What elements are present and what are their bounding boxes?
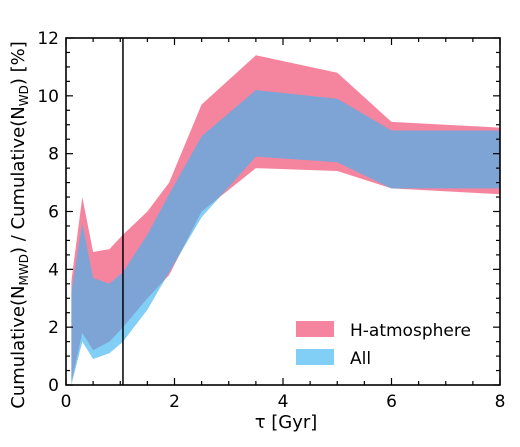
y-tick-label: 12	[37, 29, 59, 49]
x-tick-label: 6	[386, 392, 397, 412]
bands	[71, 55, 501, 385]
y-tick-label: 8	[48, 145, 59, 165]
y-tick-label: 10	[37, 87, 59, 107]
legend: H-atmosphere All	[296, 321, 471, 369]
y-tick-label: 2	[48, 318, 59, 338]
axis-ticks: 0 2 4 6 8 0 2 4 6 8 10 12	[37, 29, 505, 412]
y-tick-label: 0	[48, 376, 59, 396]
y-axis-label: Cumulative(NMWD) / Cumulative(NWD) [%]	[8, 41, 31, 408]
x-tick-label: 2	[169, 392, 180, 412]
band-all	[71, 90, 501, 385]
x-tick-label: 8	[495, 392, 506, 412]
legend-swatch-h-atmosphere	[296, 321, 334, 337]
legend-label-h-atmosphere: H-atmosphere	[350, 321, 471, 341]
legend-label-all: All	[350, 349, 371, 369]
y-tick-label: 6	[48, 203, 59, 223]
x-tick-label: 0	[61, 392, 72, 412]
x-axis-label: τ [Gyr]	[255, 412, 318, 433]
legend-swatch-all	[296, 349, 334, 365]
y-tick-label: 4	[48, 260, 59, 280]
x-tick-label: 4	[278, 392, 289, 412]
